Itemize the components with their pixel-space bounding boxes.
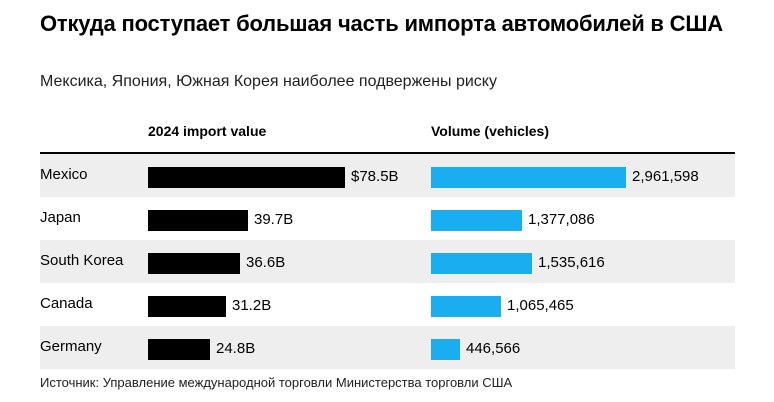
volume-label: 1,065,465: [507, 297, 574, 314]
import-value-bar: [148, 167, 345, 188]
import-value-label: 31.2B: [232, 297, 272, 314]
chart-rows: Mexico $78.5B 2,961,598 Japan 39.7B 1,377,086…: [40, 154, 735, 369]
import-value-bar: [148, 296, 226, 317]
category-label: Mexico: [40, 166, 88, 183]
import-value-label: 36.6B: [246, 254, 286, 271]
chart-row: Canada 31.2B 1,065,465: [40, 283, 735, 326]
volume-bar: [431, 210, 522, 231]
chart-row: Mexico $78.5B 2,961,598: [40, 154, 735, 197]
import-value-label: $78.5B: [351, 168, 399, 185]
volume-bar: [431, 167, 626, 188]
volume-label: 1,377,086: [528, 211, 595, 228]
chart-subtitle: Мексика, Япония, Южная Корея наиболее по…: [40, 73, 497, 90]
volume-label: 1,535,616: [538, 254, 605, 271]
column-header-volume: Volume (vehicles): [431, 123, 550, 139]
category-label: Germany: [40, 338, 102, 355]
source-note: Источник: Управление международной торго…: [40, 375, 513, 390]
chart-row: Japan 39.7B 1,377,086: [40, 197, 735, 240]
import-value-bar: [148, 210, 248, 231]
import-value-label: 24.8B: [216, 340, 256, 357]
volume-bar: [431, 339, 460, 360]
import-value-bar: [148, 253, 240, 274]
volume-label: 446,566: [466, 340, 521, 357]
chart-title: Откуда поступает большая часть импорта а…: [40, 11, 723, 36]
import-value-bar: [148, 339, 210, 360]
category-label: South Korea: [40, 252, 124, 269]
volume-bar: [431, 253, 532, 274]
import-value-label: 39.7B: [254, 211, 294, 228]
column-header-import-value: 2024 import value: [148, 123, 267, 139]
volume-label: 2,961,598: [632, 168, 699, 185]
chart-row: Germany 24.8B 446,566: [40, 326, 735, 369]
category-label: Canada: [40, 295, 93, 312]
category-label: Japan: [40, 209, 81, 226]
chart-row: South Korea 36.6B 1,535,616: [40, 240, 735, 283]
volume-bar: [431, 296, 501, 317]
header-rule: [40, 152, 735, 154]
